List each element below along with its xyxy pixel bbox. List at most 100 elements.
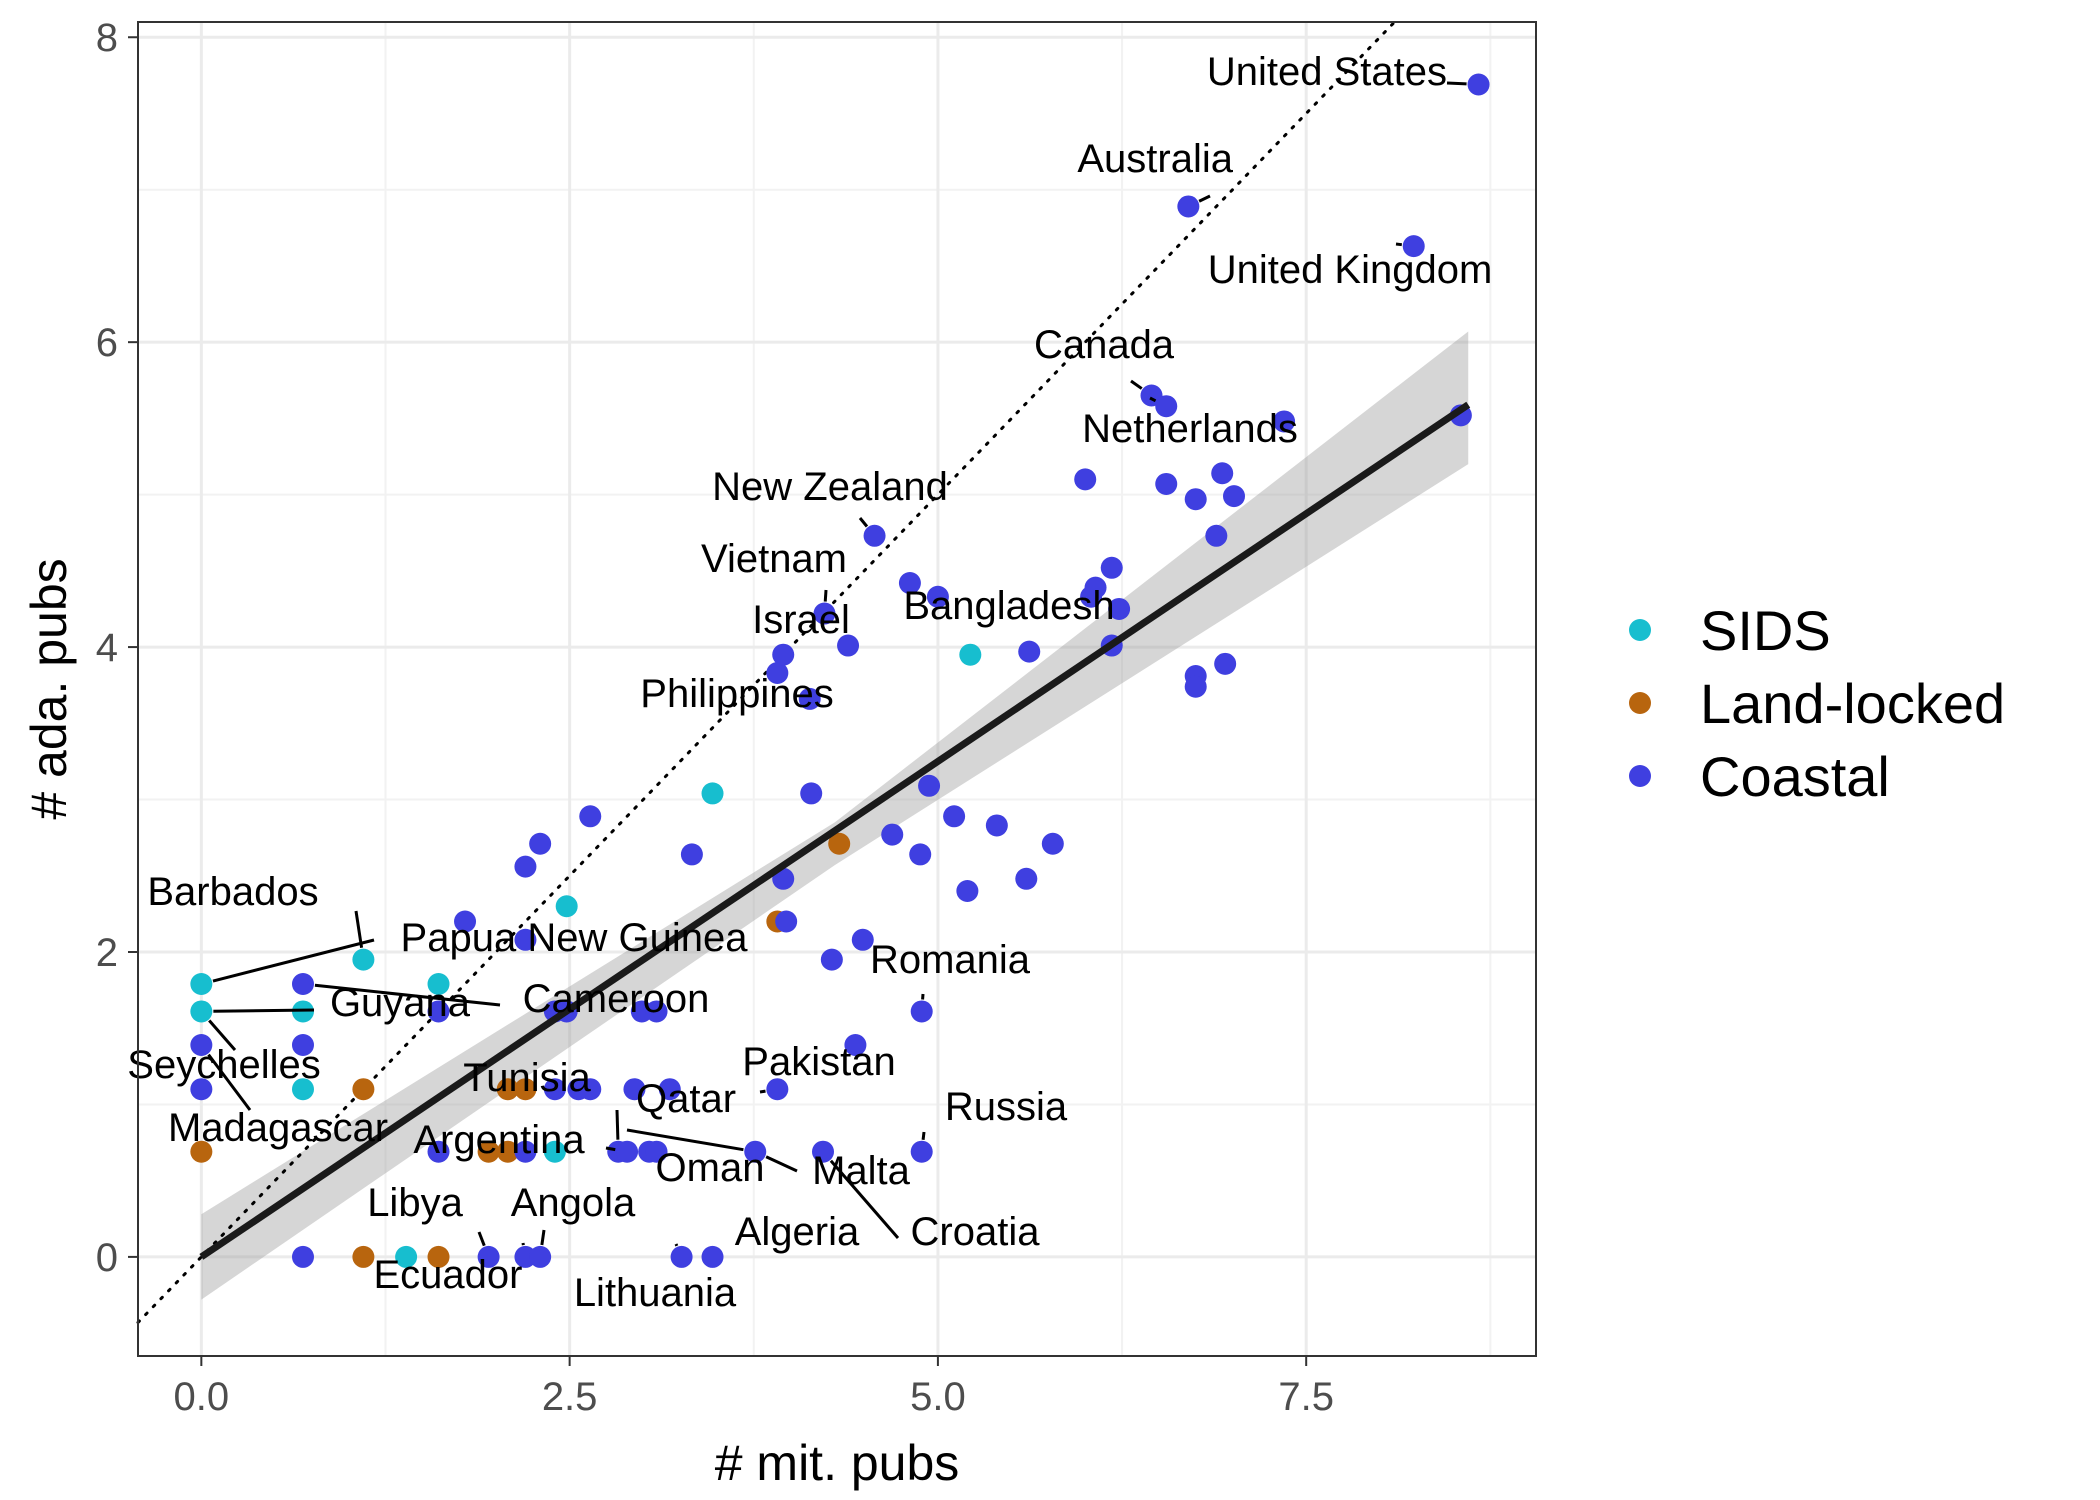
data-point-coastal [910, 1000, 933, 1023]
legend-swatch [1629, 619, 1651, 641]
point-label: Vietnam [701, 537, 847, 581]
data-point-coastal [454, 910, 477, 933]
label-leader-line [1130, 379, 1143, 390]
identity-reference-line [136, 20, 1397, 1324]
data-point-land-locked [352, 1078, 375, 1101]
point-label: Qatar [636, 1077, 736, 1121]
data-point-coastal [812, 1140, 835, 1163]
data-point-coastal [813, 602, 836, 625]
point-label: Pakistan [742, 1040, 895, 1084]
x-axis-label: # mit. pubs [715, 1435, 960, 1491]
y-axis-label: # ada. pubs [21, 558, 77, 819]
data-point-coastal [1205, 524, 1228, 547]
y-tick-label: 2 [96, 931, 118, 975]
data-point-coastal [543, 1078, 566, 1101]
data-point-sids [291, 1078, 314, 1101]
data-point-coastal [514, 928, 537, 951]
y-tick-label: 0 [96, 1236, 118, 1280]
data-point-coastal [918, 774, 941, 797]
point-label: United Kingdom [1208, 248, 1493, 292]
data-point-coastal [1273, 410, 1296, 433]
data-point-land-locked [828, 832, 851, 855]
label-leader-line [540, 1229, 546, 1246]
label-leader-line [1149, 396, 1157, 403]
data-point-coastal [1223, 485, 1246, 508]
point-label: Argentina [413, 1118, 585, 1162]
data-point-coastal [943, 805, 966, 828]
data-point-coastal [766, 1078, 789, 1101]
data-point-coastal [701, 1245, 724, 1268]
label-leader-line [207, 1053, 252, 1111]
point-label: Angola [511, 1181, 636, 1225]
label-leader-line [213, 1008, 315, 1013]
data-point-land-locked [514, 1078, 537, 1101]
data-point-coastal [1214, 652, 1237, 675]
data-point-coastal [658, 1078, 681, 1101]
data-point-sids [352, 948, 375, 971]
data-point-coastal [772, 643, 795, 666]
data-point-coastal [1074, 468, 1097, 491]
point-label: Algeria [735, 1210, 860, 1254]
data-point-sids [959, 643, 982, 666]
label-leader-line [921, 1131, 926, 1140]
y-axis-ticks: 0 2 4 6 8 [96, 16, 138, 1280]
point-label: Oman [656, 1146, 765, 1190]
data-point-coastal [190, 1033, 213, 1056]
data-point-sids [543, 1140, 566, 1163]
point-label: United States [1207, 50, 1447, 94]
data-point-land-locked [477, 1140, 500, 1163]
label-leader-line [477, 1231, 486, 1247]
point-label: New Zealand [712, 465, 948, 509]
y-tick-label: 4 [96, 626, 118, 670]
label-leader-line [1446, 81, 1467, 86]
data-point-sids [701, 782, 724, 805]
data-point-coastal [956, 880, 979, 903]
data-point-coastal [427, 1140, 450, 1163]
legend-swatch [1629, 692, 1651, 714]
point-label: Malta [812, 1149, 911, 1193]
point-label: Philippines [640, 672, 833, 716]
data-point-coastal [529, 832, 552, 855]
point-label: Ecuador [374, 1253, 523, 1297]
data-point-coastal [1184, 488, 1207, 511]
data-point-coastal [837, 634, 860, 657]
confidence-band-area [201, 331, 1469, 1300]
point-label: Lithuania [574, 1271, 737, 1315]
data-point-land-locked [352, 1245, 375, 1268]
regression-fit-line [199, 401, 1471, 1260]
data-point-coastal [744, 1140, 767, 1163]
regression-line [199, 401, 1471, 1260]
data-point-sids [395, 1245, 418, 1268]
data-point-coastal [1155, 472, 1178, 495]
legend-swatch [1629, 765, 1651, 787]
label-leader-line [858, 517, 869, 528]
point-label: Papua New Guinea [401, 916, 749, 960]
data-point-coastal [1108, 597, 1131, 620]
x-tick-label: 5.0 [910, 1375, 966, 1419]
data-point-coastal [1155, 395, 1178, 418]
legend: SIDS Land-locked Coastal [1629, 599, 2005, 808]
point-label: Tunisia [463, 1056, 591, 1100]
data-point-coastal [1467, 73, 1490, 96]
label-leader-line [314, 983, 501, 1007]
label-leader-line [605, 1146, 616, 1152]
point-label: Australia [1077, 137, 1233, 181]
data-point-coastal [1211, 462, 1234, 485]
data-point-coastal [1177, 195, 1200, 218]
data-point-coastal [851, 928, 874, 951]
label-leader-line [759, 1089, 766, 1094]
data-point-coastal [909, 843, 932, 866]
data-point-land-locked [496, 1078, 519, 1101]
point-label: Israel [752, 598, 850, 642]
point-label: Canada [1034, 323, 1175, 367]
point-label: Russia [945, 1085, 1068, 1129]
label-leader-line [823, 589, 828, 602]
point-label: Barbados [147, 870, 318, 914]
data-point-sids [555, 895, 578, 918]
data-point-coastal [820, 948, 843, 971]
data-point-coastal [291, 1245, 314, 1268]
data-point-coastal [616, 1140, 639, 1163]
data-point-coastal [1041, 832, 1064, 855]
label-leader-line [1395, 242, 1402, 247]
